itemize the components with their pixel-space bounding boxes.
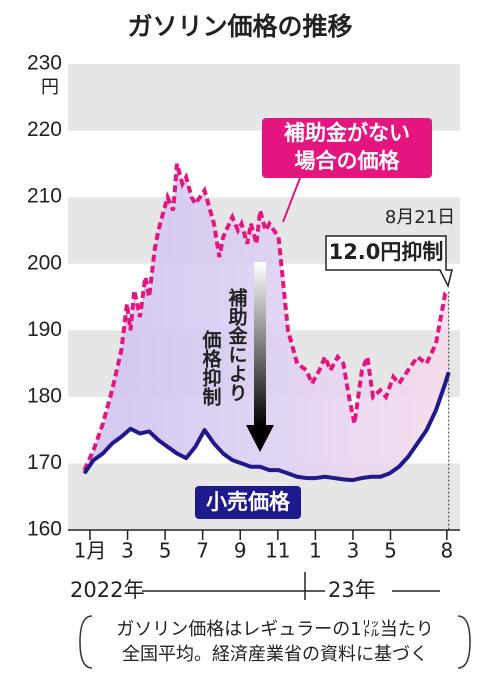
x-tick-label: 5 (159, 539, 172, 563)
series-line (82, 371, 451, 483)
arrow-head (246, 425, 274, 452)
year-label: 23年 (328, 578, 376, 602)
arrow-body (254, 262, 266, 427)
y-tick-label: 190 (27, 318, 62, 341)
callout-box (325, 235, 453, 289)
chart-title: ガソリン価格の推移 (127, 12, 352, 41)
fill-between (84, 163, 449, 481)
y-tick-label: 210 (27, 185, 62, 208)
x-tick-label: 3 (347, 539, 360, 563)
series-label: 補助金がない (283, 121, 410, 145)
y-tick-label: 170 (27, 451, 62, 474)
y-unit: 円 (41, 77, 59, 98)
x-tick-label: 9 (234, 539, 247, 563)
year-label: 2022年 (70, 578, 144, 602)
x-tick-label: 1月 (74, 539, 107, 563)
y-tick-label: 160 (27, 518, 62, 541)
series-label: 小売価格 (206, 490, 291, 514)
y-tick-label: 180 (27, 384, 62, 407)
x-tick-label: 7 (196, 539, 209, 563)
x-tick-label: 1 (309, 539, 322, 563)
series-label: 場合の価格 (295, 149, 401, 173)
series-label-box (262, 118, 432, 178)
y-tick-label: 200 (27, 251, 62, 274)
series-line (82, 163, 450, 471)
arrow-label: 補助金により (226, 287, 249, 402)
arrow-label: 価格抑制 (200, 330, 223, 406)
x-tick-label: 5 (384, 539, 397, 563)
y-tick-label: 230 (27, 52, 62, 75)
end-date: 8月21日 (385, 207, 455, 228)
x-tick-label: 8 (440, 539, 453, 563)
x-tick-label: 3 (121, 539, 134, 563)
end-label: 12.0円抑制 (329, 240, 444, 264)
label-pointer (282, 177, 301, 223)
plot (68, 163, 460, 540)
note-line: ガソリン価格はレギュラーの1㍑当たり (116, 619, 433, 640)
series-label-box (195, 486, 301, 519)
y-tick-label: 220 (27, 118, 62, 141)
note-bracket (79, 615, 471, 669)
x-tick-label: 11 (265, 539, 290, 563)
note-line: 全国平均。経済産業省の資料に基づく (122, 644, 428, 665)
